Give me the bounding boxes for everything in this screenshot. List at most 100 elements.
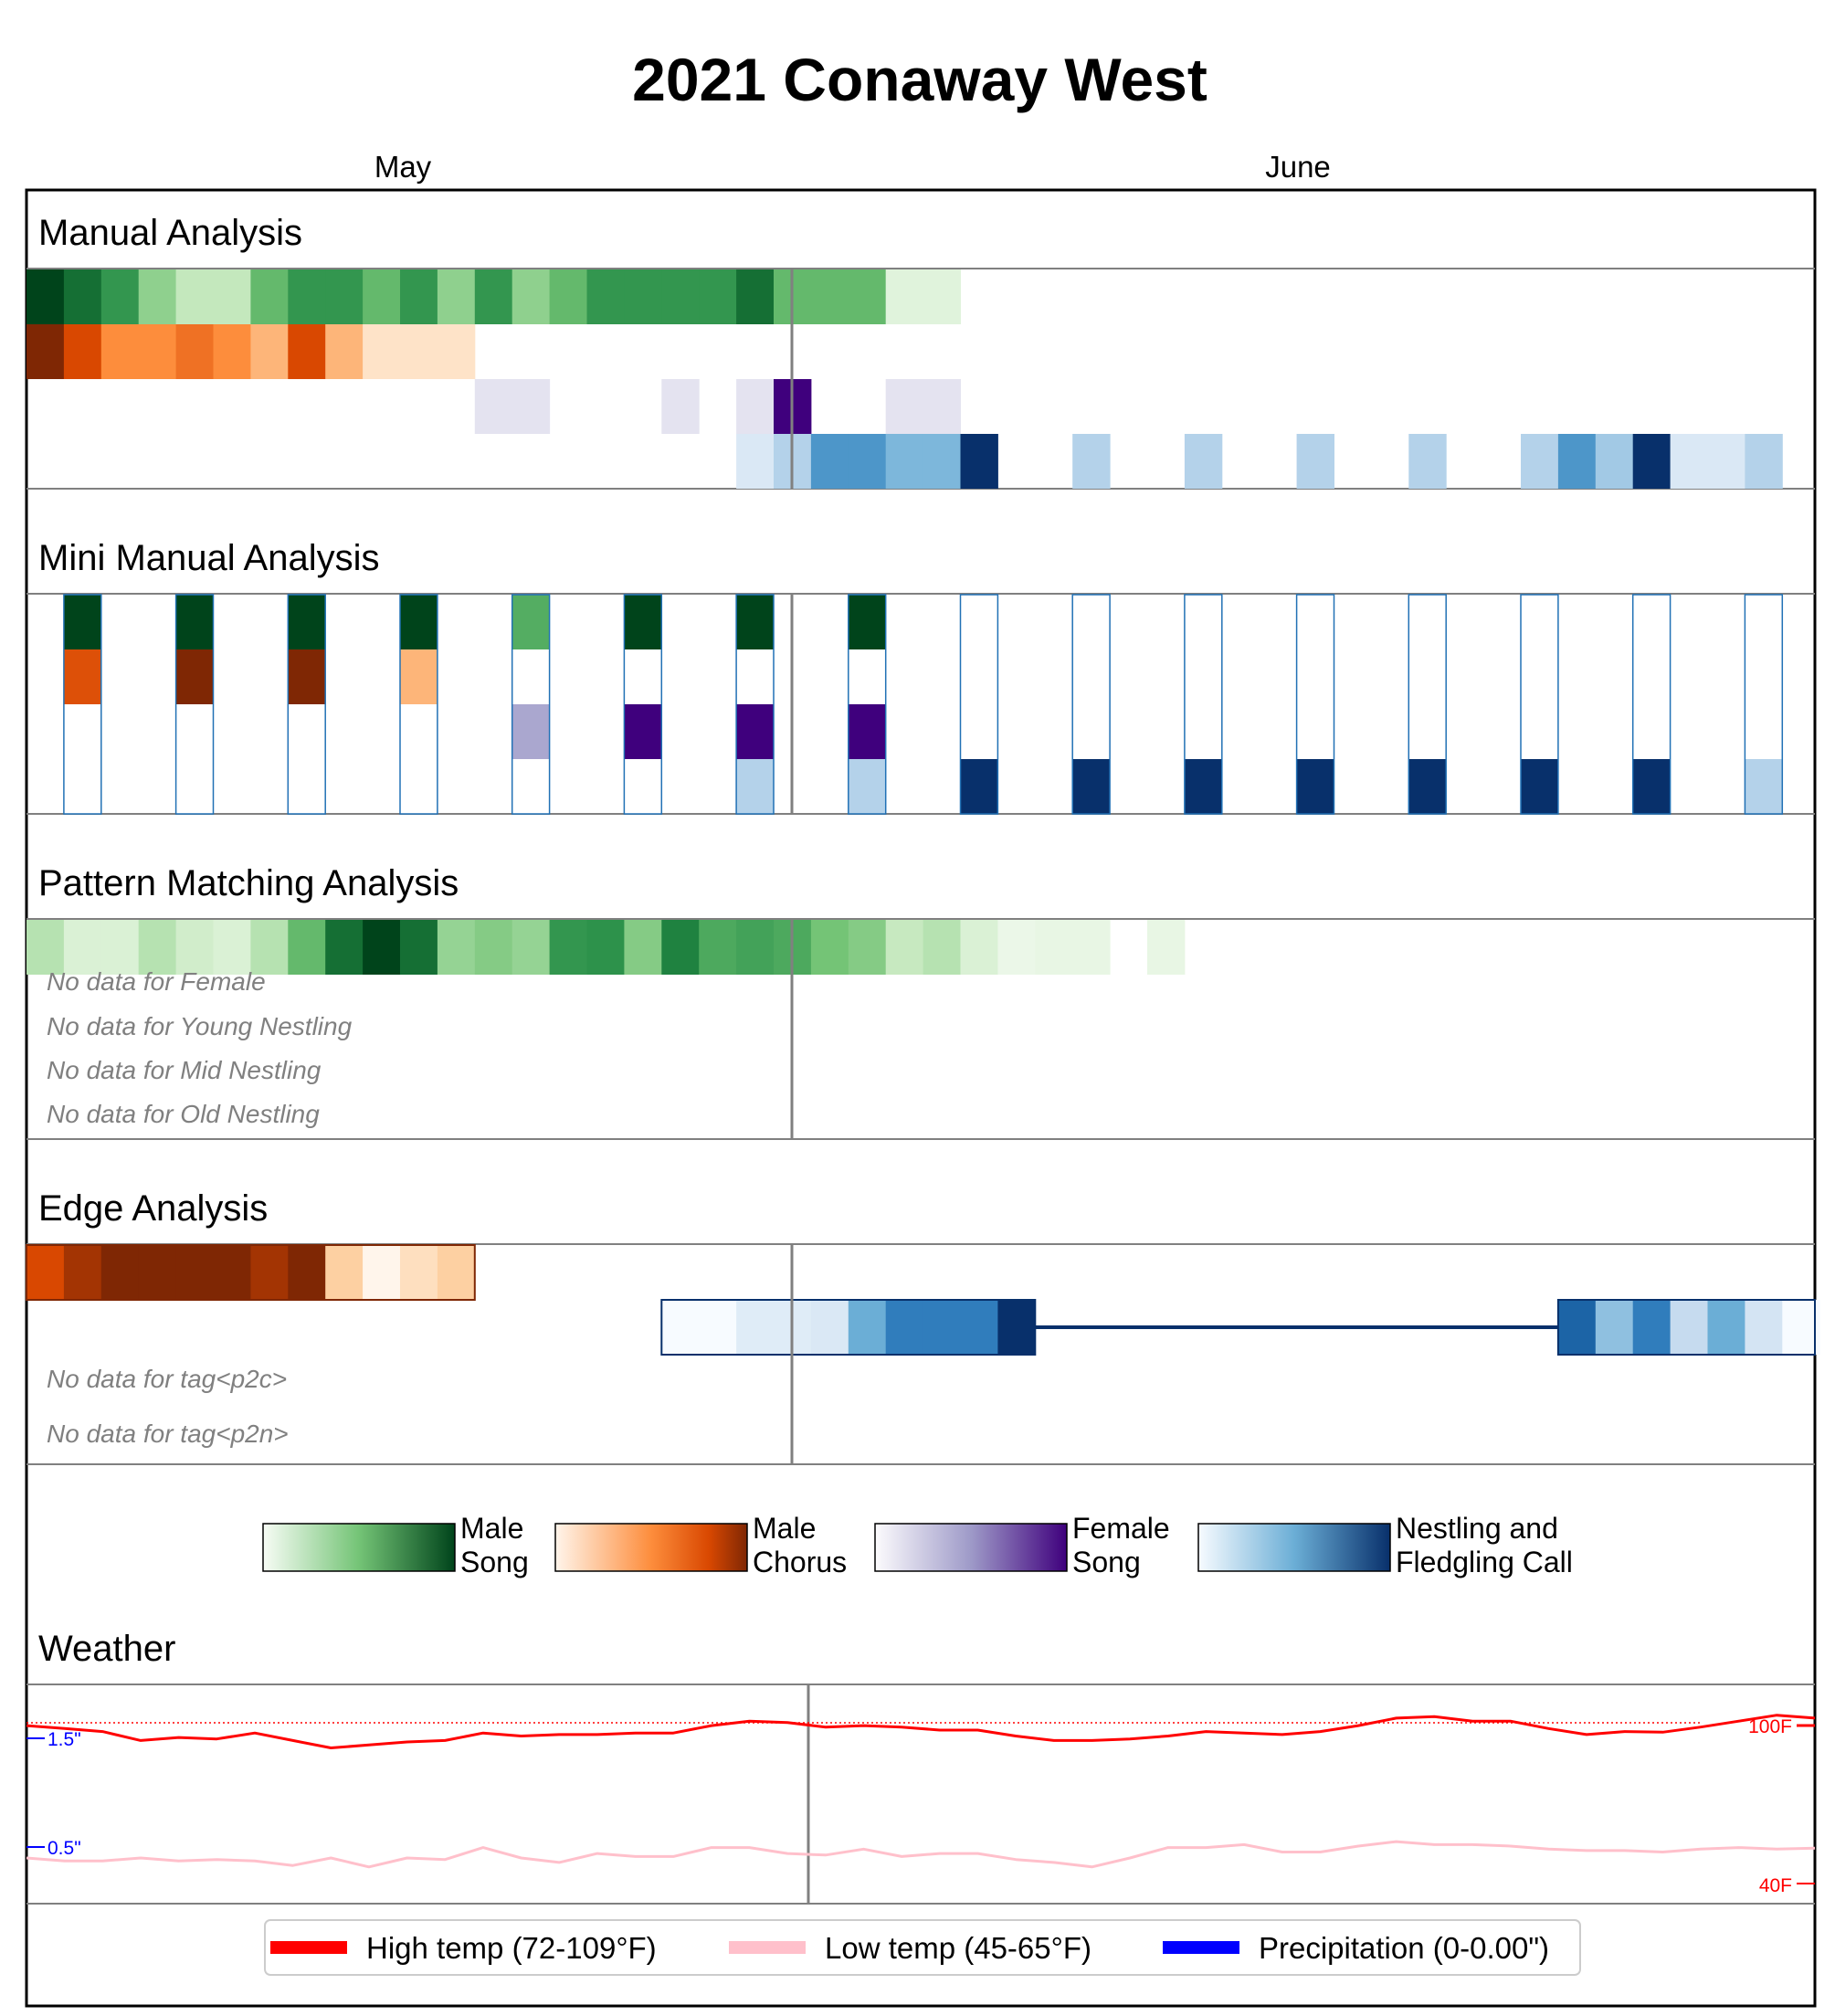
- precip-axis-label-low: 0.5": [47, 1838, 81, 1859]
- weather-series: [26, 1714, 1816, 1869]
- heat-cell-song: [511, 269, 551, 324]
- heat-cell-nestling: [1745, 434, 1783, 489]
- heat-cell-song: [997, 920, 1036, 975]
- legend-label-line2: Fledgling Call: [1396, 1546, 1573, 1578]
- heat-cell-female: [63, 704, 101, 759]
- heat-cell-song: [437, 269, 476, 324]
- no-data-note: No data for tag<p2c>: [47, 1365, 287, 1393]
- mini-column-outline: [1071, 594, 1111, 815]
- heat-cell-song: [1296, 595, 1334, 649]
- no-data-note: No data for tag<p2n>: [47, 1420, 289, 1448]
- heat-cell-nestling: [1557, 434, 1597, 489]
- heat-cell-song: [586, 269, 625, 324]
- heat-cell-song: [624, 269, 662, 324]
- month-label-may: May: [374, 150, 432, 184]
- heat-cell-nestling: [1632, 434, 1672, 489]
- heat-cell-female: [288, 704, 326, 759]
- heat-cell-nestling: [1184, 434, 1223, 489]
- legend-label-line1: Male: [460, 1512, 523, 1545]
- heat-cell-nestling: [1745, 1300, 1783, 1355]
- heat-cell-chorus: [1072, 649, 1111, 704]
- heat-cell-nestling: [661, 1300, 700, 1355]
- heat-cell-song: [736, 920, 775, 975]
- heat-cell-female: [923, 379, 961, 434]
- heat-cell-nestling: [1745, 759, 1783, 814]
- heat-cell-female: [661, 379, 700, 434]
- heat-cell-song: [138, 269, 177, 324]
- heat-cell-nestling: [1408, 759, 1447, 814]
- heat-cell-song: [325, 269, 364, 324]
- heat-cell-song: [175, 269, 214, 324]
- heat-cell-chorus: [1184, 649, 1222, 704]
- heat-cell-nestling: [1670, 434, 1708, 489]
- heat-cell-nestling: [960, 1300, 998, 1355]
- chart-title: 2021 Conaway West: [632, 46, 1208, 113]
- heat-cell-nestling: [1632, 1300, 1672, 1355]
- heat-cell-chorus: [63, 324, 102, 379]
- heat-cell-nestling: [400, 759, 438, 814]
- heat-cell-song: [810, 269, 849, 324]
- heat-cell-chorus: [1521, 649, 1558, 704]
- heat-cell-nestling: [63, 759, 101, 814]
- heat-cell-chorus: [26, 1245, 65, 1300]
- heat-cell-chorus: [26, 324, 65, 379]
- mini-column-outline: [63, 594, 102, 815]
- heat-cell-song: [848, 595, 886, 649]
- heat-cell-song: [885, 920, 924, 975]
- heat-cell-song: [100, 920, 140, 975]
- section-title-pattern: Pattern Matching Analysis: [38, 863, 459, 903]
- heat-cell-nestling: [885, 1300, 924, 1355]
- heat-cell-song: [1147, 920, 1186, 975]
- weather-panel: Weather 1.5" 0.5" 100F 40F: [26, 1629, 1816, 1905]
- heat-cell-nestling: [1184, 759, 1222, 814]
- precip-axis-label-high: 1.5": [47, 1729, 81, 1750]
- month-label-june: June: [1265, 150, 1331, 184]
- heat-cell-song: [549, 269, 587, 324]
- heat-cell-chorus: [288, 324, 326, 379]
- pattern-heat-cells: [26, 920, 1186, 975]
- heat-cell-female: [736, 379, 775, 434]
- no-data-note: No data for Young Nestling: [47, 1012, 353, 1040]
- temp-axis-label-low: 40F: [1759, 1875, 1792, 1896]
- heat-cell-song: [960, 595, 998, 649]
- heat-cell-chorus: [848, 649, 886, 704]
- heat-cell-song: [1184, 595, 1222, 649]
- mini-column-outline: [1631, 594, 1672, 815]
- heat-cell-song: [699, 920, 737, 975]
- heat-cell-nestling: [511, 759, 550, 814]
- heat-cell-song: [26, 269, 65, 324]
- heat-cell-nestling: [1521, 434, 1559, 489]
- heat-cell-nestling: [848, 1300, 887, 1355]
- heat-cell-nestling: [848, 759, 886, 814]
- heat-cell-female: [1184, 704, 1222, 759]
- heat-cell-female: [1296, 704, 1334, 759]
- heat-cell-song: [63, 920, 102, 975]
- heat-cell-chorus: [175, 649, 214, 704]
- heat-cell-nestling: [885, 434, 924, 489]
- heat-cell-song: [213, 920, 251, 975]
- heat-cell-song: [923, 269, 961, 324]
- no-data-note: No data for Mid Nestling: [47, 1056, 322, 1084]
- heat-cell-chorus: [511, 649, 550, 704]
- heat-cell-female: [1745, 704, 1783, 759]
- weather-legend: High temp (72-109°F) Low temp (45-65°F) …: [264, 1919, 1581, 1976]
- heat-cell-song: [250, 920, 289, 975]
- mini-column-outline: [1295, 594, 1335, 815]
- heat-cell-chorus: [325, 1245, 364, 1300]
- heat-cell-song: [736, 595, 774, 649]
- heat-cell-chorus: [250, 1245, 289, 1300]
- heat-cell-nestling: [1557, 1300, 1597, 1355]
- mini-column-outline: [1744, 594, 1784, 815]
- heat-cell-song: [848, 269, 887, 324]
- heat-cell-song: [250, 269, 289, 324]
- heat-cell-nestling: [175, 759, 214, 814]
- heat-cell-chorus: [960, 649, 998, 704]
- heat-cell-chorus: [1745, 649, 1783, 704]
- heat-cell-nestling: [1072, 759, 1111, 814]
- section-title-manual: Manual Analysis: [38, 213, 302, 253]
- heat-cell-nestling: [1595, 1300, 1634, 1355]
- heat-cell-chorus: [288, 1245, 326, 1300]
- legend-label-line2: Song: [1072, 1546, 1141, 1578]
- edge-chorus-outline: [26, 1244, 476, 1301]
- legend-swatch-nestling-call: [1197, 1523, 1391, 1572]
